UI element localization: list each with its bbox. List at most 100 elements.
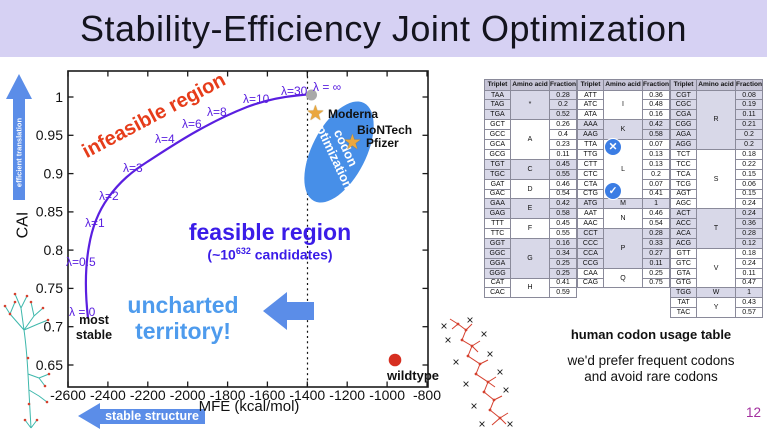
amino-acid-cell: F	[510, 218, 550, 239]
triplet-cell: CGT	[670, 89, 698, 101]
triplet-cell: GAA	[484, 198, 511, 210]
triplet-cell: AGC	[670, 198, 698, 210]
fraction-cell: 0.59	[548, 287, 578, 299]
fraction-cell: 0.13	[642, 158, 671, 170]
uncharted-territory-arrow-icon	[263, 292, 314, 330]
x-tick-label: -1400	[289, 387, 325, 403]
lambda-label-1: λ=0.5	[66, 255, 96, 269]
triplet-cell: AAA	[577, 119, 605, 131]
codon-row: TTA L 0.07	[577, 139, 671, 200]
amino-acid-cell: V	[696, 247, 737, 289]
fraction-cell: 0.42	[642, 119, 671, 131]
codon-row: TTT F 0.45	[484, 218, 578, 239]
x-axis-title: MFE (kcal/mol)	[199, 398, 300, 415]
lambda-label-7: λ=8	[207, 105, 227, 119]
column-header: Triplet	[484, 79, 511, 91]
codon-row: TCT S 0.18	[670, 148, 764, 210]
fraction-cell: 0.25	[548, 257, 578, 269]
prefer-check-icon: ✓	[604, 182, 622, 200]
fraction-cell: 0.18	[735, 247, 764, 259]
triplet-cell: ACT	[670, 208, 698, 220]
fraction-cell: 0.28	[735, 228, 764, 239]
triplet-cell: GCG	[484, 148, 511, 160]
amino-acid-cell: Q	[603, 267, 644, 289]
codon-row: CCT P 0.28	[577, 228, 671, 269]
fraction-cell: 0.11	[548, 148, 578, 160]
codon-row: ACT T 0.24	[670, 208, 764, 249]
fraction-cell: 0.42	[548, 198, 578, 210]
fraction-cell: 0.25	[548, 267, 578, 279]
y-tick-label: 0.9	[44, 165, 64, 181]
triplet-cell: GTC	[670, 257, 698, 269]
fraction-cell: 0.26	[548, 119, 578, 131]
amino-acid-cell: G	[510, 237, 550, 279]
fraction-cell: 0.21	[735, 119, 764, 131]
amino-acid-cell: A	[510, 119, 550, 160]
triplet-cell: CGC	[670, 99, 698, 111]
triplet-cell: CTA	[577, 178, 605, 190]
fraction-cell: 0.2	[642, 168, 671, 180]
codon-row: TGG W 1	[670, 287, 764, 299]
stable-structure-arrow	[78, 403, 205, 429]
triplet-cell: TTG	[577, 148, 605, 160]
fraction-cell: 0.16	[642, 109, 671, 121]
fraction-cell: 0.16	[548, 237, 578, 249]
fraction-cell: 0.25	[642, 267, 671, 279]
triplet-cell: CAC	[484, 287, 511, 299]
codon-row: AAT N 0.46	[577, 208, 671, 230]
fraction-cell: 0.45	[548, 158, 578, 170]
y-tick-label: 0.8	[44, 242, 64, 258]
triplet-cell: ATG	[577, 198, 605, 210]
amino-acid-cell: C	[510, 158, 550, 180]
column-header: Triplet	[670, 79, 698, 91]
x-tick-label: -2600	[50, 387, 86, 403]
fraction-cell: 0.12	[735, 237, 764, 249]
y-tick-label: 0.85	[36, 204, 63, 220]
lambda-label-2: λ=1	[85, 216, 105, 230]
triplet-cell: CTG	[577, 188, 605, 200]
x-tick-label: -1200	[329, 387, 365, 403]
triplet-cell: ATC	[577, 99, 605, 111]
triplet-cell: GAT	[484, 178, 511, 190]
lambda-label-0: λ = 0	[69, 305, 96, 319]
fraction-cell: 0.36	[642, 89, 671, 101]
codon-row: TAA * 0.28	[484, 89, 578, 121]
triplet-cell: GTA	[670, 267, 698, 279]
triplet-cell: GAG	[484, 208, 511, 220]
fraction-cell: 0.07	[642, 178, 671, 190]
column-header: Amino acid	[510, 79, 550, 91]
fraction-cell: 0.15	[735, 188, 764, 200]
pfizer-label: Pfizer	[366, 136, 399, 150]
amino-acid-cell: M	[603, 198, 644, 210]
x-tick-label: -800	[413, 387, 441, 403]
fraction-cell: 0.41	[548, 277, 578, 289]
fraction-cell: 0.47	[735, 277, 764, 289]
fraction-cell: 0.55	[548, 228, 578, 239]
triplet-cell: TAG	[484, 99, 511, 111]
triplet-cell: GGC	[484, 247, 511, 259]
fraction-cell: 0.11	[642, 257, 671, 269]
fraction-cell: 0.4	[548, 129, 578, 141]
x-tick-label: -1600	[249, 387, 285, 403]
fraction-cell: 0.46	[548, 178, 578, 190]
fraction-cell: 0.23	[548, 139, 578, 150]
triplet-cell: TTT	[484, 218, 511, 230]
amino-acid-cell: N	[603, 208, 644, 230]
codon-optimization-ellipse	[304, 101, 374, 203]
triplet-cell: TAT	[670, 297, 698, 309]
codon-row: ACG 0.12	[670, 237, 764, 249]
codon-row: CGA 0.11	[670, 109, 764, 121]
codon-row: CGT R 0.08	[670, 89, 764, 150]
triplet-cell: ACG	[670, 237, 698, 249]
lambda-label-4: λ=3	[123, 161, 143, 175]
x-tick-label: -2200	[130, 387, 166, 403]
fraction-cell: 0.28	[548, 89, 578, 101]
amino-acid-cell: I	[603, 89, 644, 121]
triplet-cell: CTT	[577, 158, 605, 170]
table-caption-line1: we'd prefer frequent codons	[567, 353, 735, 368]
codon-row: ATG M 1	[577, 198, 671, 210]
y-tick-label: 1	[55, 89, 63, 105]
triplet-cell: GGA	[484, 257, 511, 269]
efficient-translation-arrow	[6, 74, 32, 200]
wildtype-label: wildtype	[387, 368, 440, 383]
